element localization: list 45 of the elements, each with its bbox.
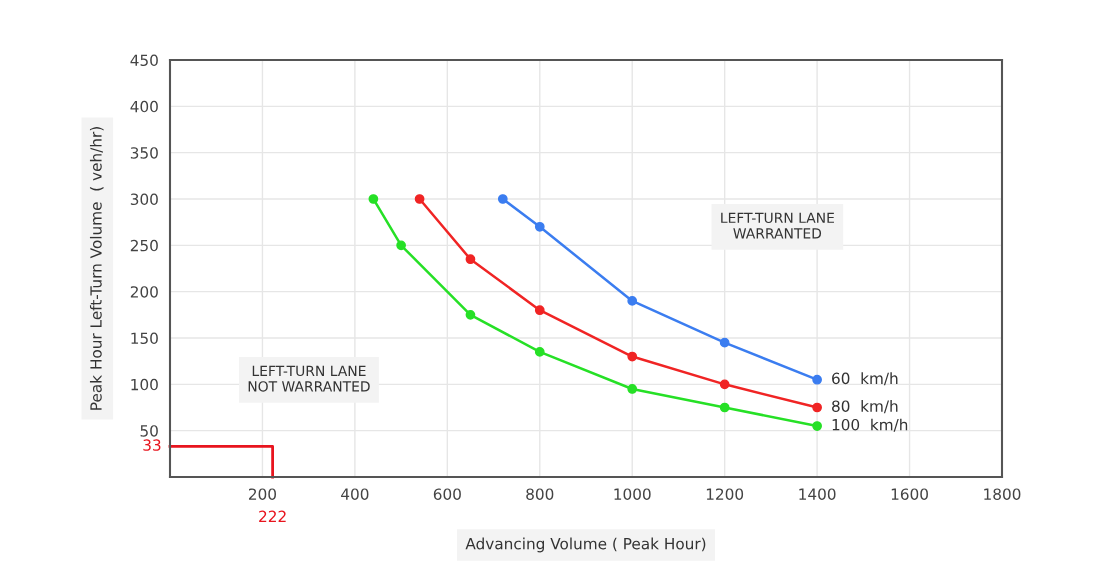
point [719, 379, 730, 390]
series-label: 60 km/h [832, 372, 898, 386]
point [627, 296, 638, 306]
x-tick-label: 1800 [984, 488, 1021, 500]
x-tick-label: 200 [248, 488, 277, 500]
point [368, 194, 379, 204]
annotation: LEFT-TURN LANE WARRANTED [721, 212, 834, 239]
y-tick-label: 300 [130, 193, 158, 206]
y-tick-label: 50 [140, 425, 158, 437]
point [534, 221, 545, 232]
annotation: 33 [143, 439, 161, 451]
y-tick-label: 200 [130, 286, 158, 298]
point [812, 421, 822, 431]
y-axis-title: Peak Hour Left-Turn Volume ( veh/hr) [89, 127, 104, 410]
point [812, 374, 822, 385]
x-tick-label: 800 [526, 488, 554, 500]
point [465, 254, 476, 265]
point [627, 351, 638, 362]
point [497, 194, 508, 204]
y-tick-label: 450 [130, 54, 158, 67]
x-tick-label: 1600 [891, 488, 928, 500]
x-tick-label: 600 [433, 488, 461, 500]
point [812, 402, 822, 413]
y-tick-label: 250 [130, 239, 158, 252]
y-tick-label: 150 [131, 332, 158, 345]
y-tick-label: 350 [130, 147, 158, 159]
series-label: 80 km/h [832, 400, 898, 414]
point [465, 309, 476, 320]
point [534, 347, 545, 357]
x-tick-label: 1200 [706, 488, 744, 500]
x-tick-label: 1400 [799, 488, 836, 500]
point [534, 305, 545, 316]
annotation: LEFT-TURN LANE NOT WARRANTED [248, 365, 370, 392]
point [414, 194, 425, 204]
annotation: 222 [259, 510, 286, 522]
point [627, 384, 638, 394]
point [719, 337, 730, 348]
point [719, 402, 730, 413]
point [396, 240, 406, 251]
y-tick-label: 400 [130, 100, 158, 113]
y-tick-label: 100 [131, 378, 158, 391]
x-tick-label: 400 [341, 488, 369, 500]
x-axis-title: Advancing Volume ( Peak Hour) [465, 537, 706, 553]
series-label: 100 km/h [832, 418, 908, 432]
x-tick-label: 1000 [614, 488, 651, 500]
